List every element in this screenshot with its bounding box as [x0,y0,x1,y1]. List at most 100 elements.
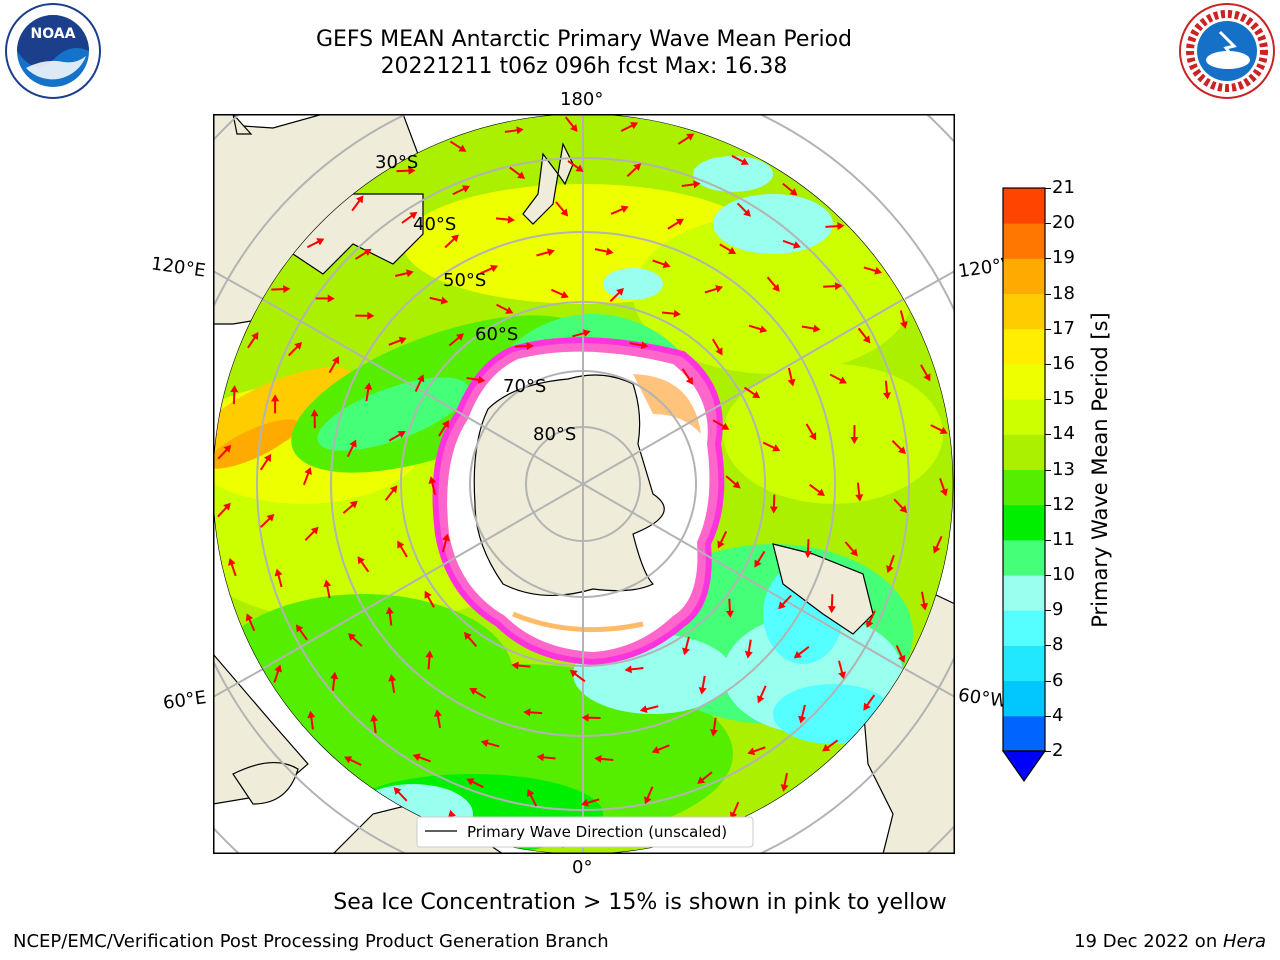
colorbar-tick-mark [1045,328,1051,330]
wave-arrow [504,126,524,135]
colorbar-segment [1003,434,1045,470]
wave-arrow [762,441,781,452]
colorbar-label: Primary Wave Mean Period [s] [1088,312,1112,628]
wave-arrow [661,309,681,318]
colorbar-segment [1003,610,1045,646]
wave-arrow [370,714,379,734]
wave-arrow [449,140,467,152]
wave-arrow [245,613,256,632]
lon-label-0: 0° [572,857,593,878]
colorbar-segment [1003,504,1045,541]
wave-arrow [271,394,280,414]
colorbar-tick-label: 6 [1052,669,1064,691]
wave-arrow [798,704,806,724]
wave-arrow [930,424,948,435]
colorbar-segment [1003,399,1045,435]
footer-branch: NCEP/EMC/Verification Post Processing Pr… [13,931,609,952]
lon-label-120e: 120°E [149,253,207,282]
wave-arrow [711,338,723,356]
wave-arrow [364,382,373,402]
colorbar-extend-min [1001,750,1047,783]
wave-arrow [681,368,694,385]
colorbar-tick-label: 17 [1052,317,1075,339]
lat-label-50s: 50°S [443,270,486,291]
lat-label-70s: 70°S [503,376,546,397]
wave-arrow [778,594,792,610]
wave-arrow [610,205,629,215]
wave-arrow [480,264,499,275]
colorbar-segment [1003,328,1045,365]
wave-arrow [323,579,332,599]
wave-arrow [882,380,891,400]
wave-arrow [731,154,749,165]
wave-arrow [342,500,358,514]
wave-arrow [414,374,425,392]
wave-arrow [304,526,319,542]
colorbar-segment [1003,293,1045,330]
colorbar-tick-label: 20 [1052,212,1075,234]
wave-arrow [434,709,442,729]
wave-arrow [681,180,701,189]
wave-arrow [829,373,847,384]
wave-arrow [827,594,836,614]
colorbar [1001,187,1047,783]
wave-arrow [388,674,397,693]
wave-arrow [697,771,713,784]
wave-arrow [787,367,796,387]
colorbar-segments [1003,188,1045,752]
wave-arrow [569,669,586,683]
wave-arrow [782,239,801,249]
wave-arrow [712,419,730,430]
wave-arrow [644,786,654,805]
wave-arrow [393,787,408,802]
wave-arrow [295,624,308,641]
wave-arrow [866,610,876,628]
wave-arrow [247,331,259,349]
colorbar-segment [1003,575,1045,611]
legend-label: Primary Wave Direction (unscaled) [467,823,727,841]
wave-arrow [271,285,291,294]
polar-map: 30°S 40°S 50°S 60°S 70°S 80°S Primary Wa… [213,114,955,854]
wave-arrow [536,753,556,762]
sea-ice-note: Sea Ice Concentration > 15% is shown in … [333,890,947,915]
wave-arrow [844,541,858,557]
wave-arrow [823,282,843,291]
wave-arrow [328,356,339,374]
wave-arrow [629,341,649,350]
wave-arrow [855,482,864,502]
lat-label-60s: 60°S [475,324,518,345]
wave-arrow [838,660,846,680]
wave-arrow [639,705,659,714]
wave-arrow [397,540,408,558]
wave-arrow [677,133,695,145]
wave-arrow [581,798,600,807]
colorbar-tick-label: 12 [1052,493,1075,515]
wave-arrow [395,269,414,278]
wave-arrow [725,598,734,618]
wave-arrow [624,665,644,674]
colorbar-tick-mark [1045,680,1051,682]
colorbar-segment [1003,539,1045,576]
colorbar-tick-mark [1045,399,1051,401]
wave-arrow [698,675,707,695]
wave-arrow [626,163,642,178]
wave-arrow [863,266,883,275]
wave-arrow [895,645,906,663]
wave-arrow [424,590,435,608]
colorbar-tick-label: 21 [1052,177,1075,198]
wave-arrow [217,444,232,460]
wave-arrow [509,166,526,179]
wave-arrow [514,342,534,351]
wave-arrow [899,310,908,329]
wave-arrow [315,294,335,303]
colorbar-tick-label: 13 [1052,458,1075,480]
wave-arrow [441,533,450,553]
wave-arrow [495,215,515,224]
wave-arrow [736,202,751,217]
colorbar-tick-label: 9 [1052,599,1064,621]
colorbar-tick-mark [1045,610,1051,612]
wave-arrow [710,717,718,737]
wave-arrow [230,385,239,405]
wave-arrow [496,303,514,314]
wave-arrow [704,285,724,294]
